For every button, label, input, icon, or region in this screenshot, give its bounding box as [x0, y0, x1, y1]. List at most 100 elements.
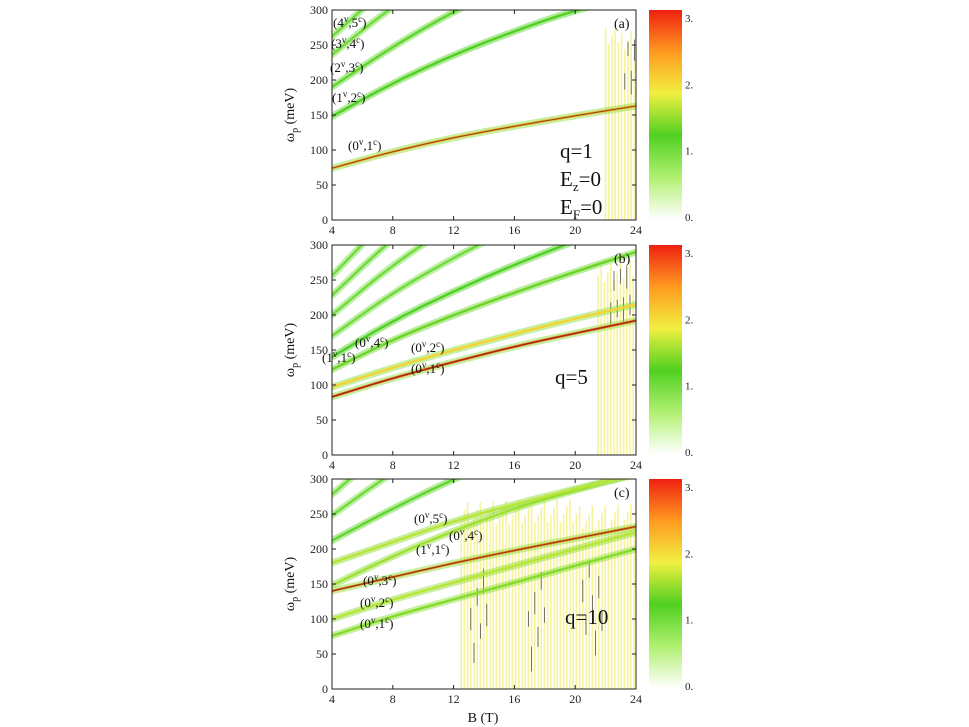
- panel-b: 4 8 12 16 20 24 0 50 100 150 200 250 300 ωp (meV) (b) (…: [283, 238, 694, 472]
- series-label: (2v,3c): [330, 59, 363, 75]
- series-line-6: [332, 245, 389, 297]
- panel-label: (a): [614, 17, 630, 32]
- series-line-1: [332, 303, 636, 389]
- colorbar-tick-label: 1.: [685, 381, 694, 393]
- colorbar: [649, 479, 682, 688]
- param-label: Ez=0: [560, 167, 601, 194]
- series-label: (0v,4c): [449, 527, 482, 543]
- x-tick-label: 12: [448, 458, 460, 472]
- x-tick-label: 4: [329, 458, 335, 472]
- series-curves: [332, 479, 636, 640]
- damping-region: [604, 26, 636, 220]
- series-line-3: [332, 10, 391, 56]
- y-tick-label: 200: [310, 308, 328, 322]
- plot-area: [332, 245, 636, 455]
- colorbar-tick-label: 2.: [685, 79, 694, 91]
- series-line-4: [332, 479, 624, 565]
- y-tick-label: 200: [310, 542, 328, 556]
- series-line-3: [332, 245, 569, 359]
- series-line-6: [332, 479, 386, 517]
- series-line-2: [332, 10, 461, 89]
- series-line-4: [332, 245, 482, 338]
- y-tick-label: 0: [322, 448, 328, 462]
- x-tick-label: 24: [630, 458, 642, 472]
- y-tick-label: 0: [322, 682, 328, 696]
- x-tick-label: 4: [329, 223, 335, 237]
- series-label: (0v,3c): [363, 572, 396, 588]
- series-label: (0v,2c): [360, 594, 393, 610]
- y-axis-label: ωp (meV): [283, 557, 301, 612]
- series-line-1: [332, 531, 636, 621]
- series-line-1: [332, 10, 583, 118]
- y-tick-label: 100: [310, 378, 328, 392]
- series-label: (0v,1c): [348, 137, 381, 153]
- colorbar-tick-label: 1.: [685, 615, 694, 627]
- y-tick-label: 50: [316, 413, 328, 427]
- y-axis-label: ωp (meV): [283, 88, 301, 143]
- y-tick-label: 300: [310, 472, 328, 486]
- x-tick-label: 16: [508, 692, 520, 706]
- y-tick-label: 250: [310, 507, 328, 521]
- param-label: q=10: [565, 605, 608, 629]
- series-label: (0v,1c): [360, 615, 393, 631]
- colorbar-tick-label: 2.: [685, 314, 694, 326]
- y-tick-label: 150: [310, 577, 328, 591]
- x-tick-label: 20: [569, 223, 581, 237]
- y-tick-label: 0: [322, 213, 328, 227]
- x-tick-label: 8: [390, 223, 396, 237]
- y-tick-label: 150: [310, 108, 328, 122]
- x-tick-label: 24: [630, 223, 642, 237]
- x-tick-label: 16: [508, 223, 520, 237]
- colorbar-tick-label: 3.: [685, 13, 694, 25]
- x-tick-label: 12: [448, 692, 460, 706]
- series-label: (1v,2c): [332, 89, 365, 105]
- series-curves: [332, 245, 636, 401]
- param-label: EF=0: [560, 195, 602, 222]
- y-tick-label: 300: [310, 238, 328, 252]
- param-label: q=1: [560, 139, 593, 163]
- x-tick-label: 4: [329, 692, 335, 706]
- y-tick-label: 100: [310, 612, 328, 626]
- series-line-5: [332, 479, 458, 542]
- y-tick-label: 50: [316, 647, 328, 661]
- y-tick-label: 50: [316, 178, 328, 192]
- colorbar: [649, 245, 682, 454]
- series-line-2: [332, 250, 636, 371]
- colorbar-tick-label: 0.: [685, 681, 694, 693]
- panel-label: (c): [614, 486, 630, 501]
- colorbar: [649, 10, 682, 219]
- series-label: (1v,1c): [322, 349, 355, 365]
- y-tick-label: 200: [310, 73, 328, 87]
- y-axis-label: ωp (meV): [283, 323, 301, 378]
- panel-label: (b): [614, 252, 631, 267]
- x-tick-label: 8: [390, 458, 396, 472]
- colorbar-tick-label: 2.: [685, 548, 694, 560]
- series-curves: [332, 10, 636, 172]
- series-label: (0v,2c): [411, 339, 444, 355]
- y-tick-label: 150: [310, 343, 328, 357]
- x-tick-label: 8: [390, 692, 396, 706]
- y-tick-label: 250: [310, 273, 328, 287]
- colorbar-tick-label: 3.: [685, 248, 694, 260]
- series-core-2: [332, 526, 636, 592]
- y-tick-label: 300: [310, 3, 328, 17]
- colorbar-tick-label: 1.: [685, 146, 694, 158]
- series-label: (4v,5c): [333, 14, 366, 30]
- colorbar-tick-label: 0.: [685, 212, 694, 224]
- x-axis-label: B (T): [468, 711, 499, 726]
- series-label: (0v,4c): [355, 334, 388, 350]
- series-label: (1v,1c): [416, 541, 449, 557]
- series-label: (0v,5c): [414, 510, 447, 526]
- x-tick-label: 20: [569, 458, 581, 472]
- panel-c: 4 8 12 16 20 24 0 50 100 150 200 250 300 ωp (meV) (c) (…: [283, 472, 694, 706]
- series-line-5: [332, 245, 425, 317]
- y-tick-label: 250: [310, 38, 328, 52]
- y-tick-label: 100: [310, 143, 328, 157]
- series-label: (3v,4c): [331, 35, 364, 51]
- series-core-0: [332, 320, 636, 398]
- x-tick-label: 24: [630, 692, 642, 706]
- series-line-0: [332, 547, 636, 637]
- x-tick-label: 16: [508, 458, 520, 472]
- panel-a: 4 8 12 16 20 24 0 50 100 150 200 250 300 ωp (meV) (a) (…: [283, 3, 694, 237]
